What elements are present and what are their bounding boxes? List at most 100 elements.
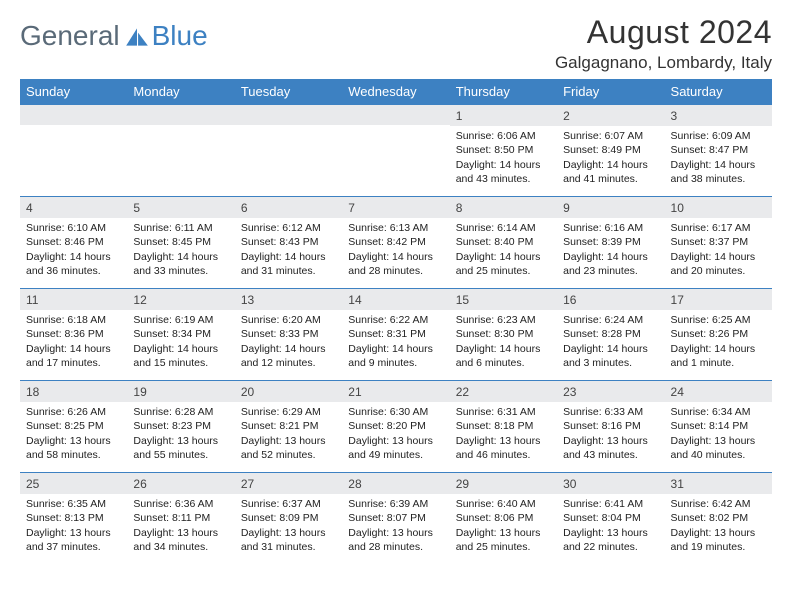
calendar-day-cell: 20Sunrise: 6:29 AMSunset: 8:21 PMDayligh… (235, 381, 342, 473)
day-details: Sunrise: 6:33 AMSunset: 8:16 PMDaylight:… (557, 402, 664, 468)
day-number: 10 (665, 197, 772, 218)
day-details: Sunrise: 6:06 AMSunset: 8:50 PMDaylight:… (450, 126, 557, 192)
day-number: 27 (235, 473, 342, 494)
day-details: Sunrise: 6:37 AMSunset: 8:09 PMDaylight:… (235, 494, 342, 560)
day-details: Sunrise: 6:17 AMSunset: 8:37 PMDaylight:… (665, 218, 772, 284)
calendar-day-cell: 16Sunrise: 6:24 AMSunset: 8:28 PMDayligh… (557, 289, 664, 381)
header: General Blue August 2024 Galgagnano, Lom… (20, 14, 772, 73)
day-details: Sunrise: 6:41 AMSunset: 8:04 PMDaylight:… (557, 494, 664, 560)
day-details: Sunrise: 6:24 AMSunset: 8:28 PMDaylight:… (557, 310, 664, 376)
day-details: Sunrise: 6:35 AMSunset: 8:13 PMDaylight:… (20, 494, 127, 560)
day-number: 29 (450, 473, 557, 494)
day-number: 4 (20, 197, 127, 218)
location: Galgagnano, Lombardy, Italy (555, 53, 772, 73)
calendar-week-row: 18Sunrise: 6:26 AMSunset: 8:25 PMDayligh… (20, 381, 772, 473)
day-number: 9 (557, 197, 664, 218)
day-number-empty (127, 105, 234, 125)
calendar-day-cell: 22Sunrise: 6:31 AMSunset: 8:18 PMDayligh… (450, 381, 557, 473)
calendar-day-cell: 19Sunrise: 6:28 AMSunset: 8:23 PMDayligh… (127, 381, 234, 473)
day-details: Sunrise: 6:18 AMSunset: 8:36 PMDaylight:… (20, 310, 127, 376)
day-number: 11 (20, 289, 127, 310)
calendar-day-cell: 6Sunrise: 6:12 AMSunset: 8:43 PMDaylight… (235, 197, 342, 289)
day-details: Sunrise: 6:19 AMSunset: 8:34 PMDaylight:… (127, 310, 234, 376)
day-number: 15 (450, 289, 557, 310)
day-details: Sunrise: 6:40 AMSunset: 8:06 PMDaylight:… (450, 494, 557, 560)
day-details: Sunrise: 6:14 AMSunset: 8:40 PMDaylight:… (450, 218, 557, 284)
day-number-empty (342, 105, 449, 125)
sail-icon (124, 26, 150, 48)
day-number: 17 (665, 289, 772, 310)
brand-part1: General (20, 20, 120, 52)
day-details: Sunrise: 6:23 AMSunset: 8:30 PMDaylight:… (450, 310, 557, 376)
day-details: Sunrise: 6:07 AMSunset: 8:49 PMDaylight:… (557, 126, 664, 192)
calendar-week-row: 1Sunrise: 6:06 AMSunset: 8:50 PMDaylight… (20, 105, 772, 197)
day-number: 31 (665, 473, 772, 494)
day-details: Sunrise: 6:26 AMSunset: 8:25 PMDaylight:… (20, 402, 127, 468)
calendar-day-cell: 31Sunrise: 6:42 AMSunset: 8:02 PMDayligh… (665, 473, 772, 565)
day-details: Sunrise: 6:42 AMSunset: 8:02 PMDaylight:… (665, 494, 772, 560)
calendar-day-cell: 1Sunrise: 6:06 AMSunset: 8:50 PMDaylight… (450, 105, 557, 197)
day-number: 6 (235, 197, 342, 218)
calendar-day-cell: 21Sunrise: 6:30 AMSunset: 8:20 PMDayligh… (342, 381, 449, 473)
day-number: 14 (342, 289, 449, 310)
calendar-day-cell: 26Sunrise: 6:36 AMSunset: 8:11 PMDayligh… (127, 473, 234, 565)
day-details: Sunrise: 6:16 AMSunset: 8:39 PMDaylight:… (557, 218, 664, 284)
day-details: Sunrise: 6:28 AMSunset: 8:23 PMDaylight:… (127, 402, 234, 468)
calendar-day-cell: 11Sunrise: 6:18 AMSunset: 8:36 PMDayligh… (20, 289, 127, 381)
day-details: Sunrise: 6:20 AMSunset: 8:33 PMDaylight:… (235, 310, 342, 376)
calendar-day-cell: 10Sunrise: 6:17 AMSunset: 8:37 PMDayligh… (665, 197, 772, 289)
day-details: Sunrise: 6:31 AMSunset: 8:18 PMDaylight:… (450, 402, 557, 468)
calendar-body: 1Sunrise: 6:06 AMSunset: 8:50 PMDaylight… (20, 105, 772, 565)
day-details: Sunrise: 6:10 AMSunset: 8:46 PMDaylight:… (20, 218, 127, 284)
day-number: 23 (557, 381, 664, 402)
brand-logo: General Blue (20, 20, 208, 52)
calendar-day-cell: 28Sunrise: 6:39 AMSunset: 8:07 PMDayligh… (342, 473, 449, 565)
calendar-day-cell: 30Sunrise: 6:41 AMSunset: 8:04 PMDayligh… (557, 473, 664, 565)
weekday-header: Thursday (450, 79, 557, 105)
weekday-header: Wednesday (342, 79, 449, 105)
calendar-table: SundayMondayTuesdayWednesdayThursdayFrid… (20, 79, 772, 565)
day-number: 13 (235, 289, 342, 310)
calendar-week-row: 25Sunrise: 6:35 AMSunset: 8:13 PMDayligh… (20, 473, 772, 565)
day-number: 22 (450, 381, 557, 402)
calendar-day-cell: 17Sunrise: 6:25 AMSunset: 8:26 PMDayligh… (665, 289, 772, 381)
day-details: Sunrise: 6:13 AMSunset: 8:42 PMDaylight:… (342, 218, 449, 284)
day-number: 25 (20, 473, 127, 494)
day-number: 5 (127, 197, 234, 218)
calendar-head: SundayMondayTuesdayWednesdayThursdayFrid… (20, 79, 772, 105)
day-number: 8 (450, 197, 557, 218)
weekday-header: Monday (127, 79, 234, 105)
calendar-day-cell: 14Sunrise: 6:22 AMSunset: 8:31 PMDayligh… (342, 289, 449, 381)
calendar-page: { "brand": { "part1": "General", "part2"… (0, 0, 792, 612)
day-number: 18 (20, 381, 127, 402)
calendar-day-cell: 27Sunrise: 6:37 AMSunset: 8:09 PMDayligh… (235, 473, 342, 565)
brand-part2: Blue (152, 20, 208, 52)
calendar-day-cell: 23Sunrise: 6:33 AMSunset: 8:16 PMDayligh… (557, 381, 664, 473)
day-details: Sunrise: 6:12 AMSunset: 8:43 PMDaylight:… (235, 218, 342, 284)
calendar-day-cell: 2Sunrise: 6:07 AMSunset: 8:49 PMDaylight… (557, 105, 664, 197)
weekday-header: Sunday (20, 79, 127, 105)
day-number: 20 (235, 381, 342, 402)
day-details: Sunrise: 6:34 AMSunset: 8:14 PMDaylight:… (665, 402, 772, 468)
day-number: 21 (342, 381, 449, 402)
calendar-day-cell (342, 105, 449, 197)
day-number: 24 (665, 381, 772, 402)
calendar-day-cell (127, 105, 234, 197)
calendar-day-cell: 7Sunrise: 6:13 AMSunset: 8:42 PMDaylight… (342, 197, 449, 289)
calendar-week-row: 11Sunrise: 6:18 AMSunset: 8:36 PMDayligh… (20, 289, 772, 381)
calendar-day-cell: 8Sunrise: 6:14 AMSunset: 8:40 PMDaylight… (450, 197, 557, 289)
calendar-day-cell: 15Sunrise: 6:23 AMSunset: 8:30 PMDayligh… (450, 289, 557, 381)
weekday-header: Friday (557, 79, 664, 105)
page-title: August 2024 (555, 14, 772, 51)
day-number-empty (235, 105, 342, 125)
day-details: Sunrise: 6:22 AMSunset: 8:31 PMDaylight:… (342, 310, 449, 376)
day-details: Sunrise: 6:25 AMSunset: 8:26 PMDaylight:… (665, 310, 772, 376)
calendar-day-cell: 25Sunrise: 6:35 AMSunset: 8:13 PMDayligh… (20, 473, 127, 565)
day-details: Sunrise: 6:39 AMSunset: 8:07 PMDaylight:… (342, 494, 449, 560)
day-details: Sunrise: 6:30 AMSunset: 8:20 PMDaylight:… (342, 402, 449, 468)
calendar-day-cell: 5Sunrise: 6:11 AMSunset: 8:45 PMDaylight… (127, 197, 234, 289)
calendar-day-cell: 18Sunrise: 6:26 AMSunset: 8:25 PMDayligh… (20, 381, 127, 473)
calendar-day-cell: 29Sunrise: 6:40 AMSunset: 8:06 PMDayligh… (450, 473, 557, 565)
calendar-day-cell (235, 105, 342, 197)
calendar-day-cell: 24Sunrise: 6:34 AMSunset: 8:14 PMDayligh… (665, 381, 772, 473)
